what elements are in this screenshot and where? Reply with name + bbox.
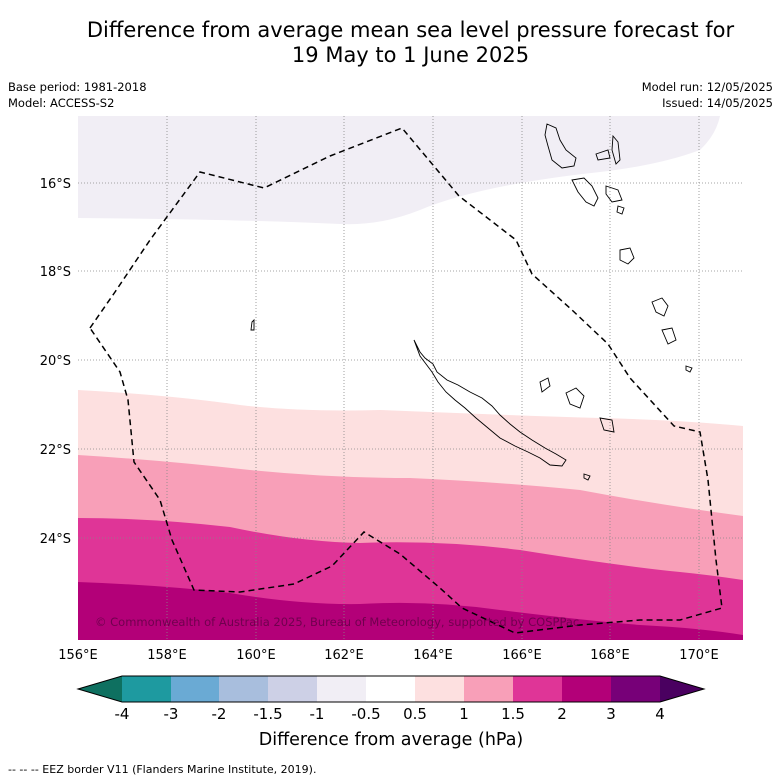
lon-label: 170°E (679, 648, 719, 663)
colorbar-tick: 0.5 (403, 705, 427, 723)
colorbar-tick: -2 (211, 705, 227, 723)
longitude-labels: 156°E 158°E 160°E 162°E 164°E 166°E 168°… (58, 648, 719, 663)
title-line-1: Difference from average mean sea level p… (86, 18, 735, 42)
colorbar (76, 675, 706, 703)
colorbar-tick: -3 (163, 705, 179, 723)
metadata-left: Base period: 1981-2018 Model: ACCESS-S2 (8, 79, 147, 111)
colorbar-swatch (317, 676, 366, 702)
lon-label: 160°E (236, 648, 276, 663)
island-small-1 (583, 473, 591, 481)
loyalty-island-3 (599, 417, 615, 433)
lat-label: 22°S (40, 443, 71, 458)
colorbar-arrow-left (78, 676, 122, 702)
band-minus-0-5 (78, 116, 720, 225)
title-line-2: 19 May to 1 June 2025 (291, 43, 530, 67)
lon-label: 158°E (147, 648, 187, 663)
vanuatu-erromango (651, 297, 669, 317)
graticule (78, 116, 743, 640)
base-period: Base period: 1981-2018 (8, 80, 147, 94)
issued-date: Issued: 14/05/2025 (662, 96, 773, 110)
colorbar-tick: 1.5 (501, 705, 525, 723)
band-plus-2 (78, 582, 743, 640)
vanuatu-island-3 (611, 134, 621, 165)
model-name: Model: ACCESS-S2 (8, 96, 115, 110)
lon-label: 156°E (58, 648, 98, 663)
lat-label: 18°S (40, 265, 71, 280)
colorbar-swatch (611, 676, 660, 702)
colorbar-tick: -1 (309, 705, 325, 723)
lat-label: 20°S (40, 354, 71, 369)
vanuatu-espiritu-santo (544, 123, 577, 169)
colorbar-swatch (513, 676, 562, 702)
colorbar-tick: 2 (557, 705, 567, 723)
vanuatu-island-2 (595, 149, 611, 161)
vanuatu-tanna (661, 327, 677, 345)
colorbar-swatch (171, 676, 219, 702)
new-caledonia-outline (413, 339, 567, 467)
pressure-anomaly-field (78, 116, 743, 640)
copyright-notice: © Commonwealth of Australia 2025, Bureau… (95, 615, 579, 629)
lon-label: 166°E (502, 648, 542, 663)
colorbar-tick: -4 (114, 705, 130, 723)
loyalty-island-2 (565, 387, 585, 409)
vanuatu-island-5 (605, 185, 623, 203)
latitude-labels: 16°S 18°S 20°S 22°S 24°S (40, 177, 71, 547)
lon-label: 164°E (413, 648, 453, 663)
colorbar-tick: -0.5 (351, 705, 381, 723)
colorbar-arrow-right (660, 676, 704, 702)
vanuatu-malakula (571, 177, 599, 207)
vanuatu-efate (619, 247, 635, 265)
colorbar-swatch (464, 676, 513, 702)
colorbar-swatch (268, 676, 317, 702)
lon-label: 162°E (324, 648, 364, 663)
lon-label: 168°E (590, 648, 630, 663)
colorbar-tick: 3 (606, 705, 616, 723)
colorbar-swatch (562, 676, 611, 702)
eez-border (89, 127, 723, 634)
colorbar-swatch (366, 676, 415, 702)
lat-label: 16°S (40, 177, 71, 192)
lat-label: 24°S (40, 532, 71, 547)
colorbar-swatch (219, 676, 268, 702)
colorbar-tick: 4 (655, 705, 665, 723)
vanuatu-aneityum (685, 365, 693, 373)
colorbar-swatch (122, 676, 171, 702)
model-run: Model run: 12/05/2025 (641, 80, 773, 94)
coastlines (250, 123, 693, 481)
chesterfield-islet (250, 318, 255, 331)
vanuatu-island-6 (616, 205, 625, 215)
eez-legend-note: -- -- -- EEZ border V11 (Flanders Marine… (8, 763, 317, 776)
colorbar-tick: 1 (459, 705, 469, 723)
colorbar-tick: -1.5 (253, 705, 283, 723)
colorbar-swatch (415, 676, 464, 702)
loyalty-island-1 (539, 377, 551, 393)
colorbar-label: Difference from average (hPa) (258, 730, 524, 750)
page-title: Difference from average mean sea level p… (40, 18, 781, 68)
metadata-right: Model run: 12/05/2025 Issued: 14/05/2025 (642, 79, 773, 111)
